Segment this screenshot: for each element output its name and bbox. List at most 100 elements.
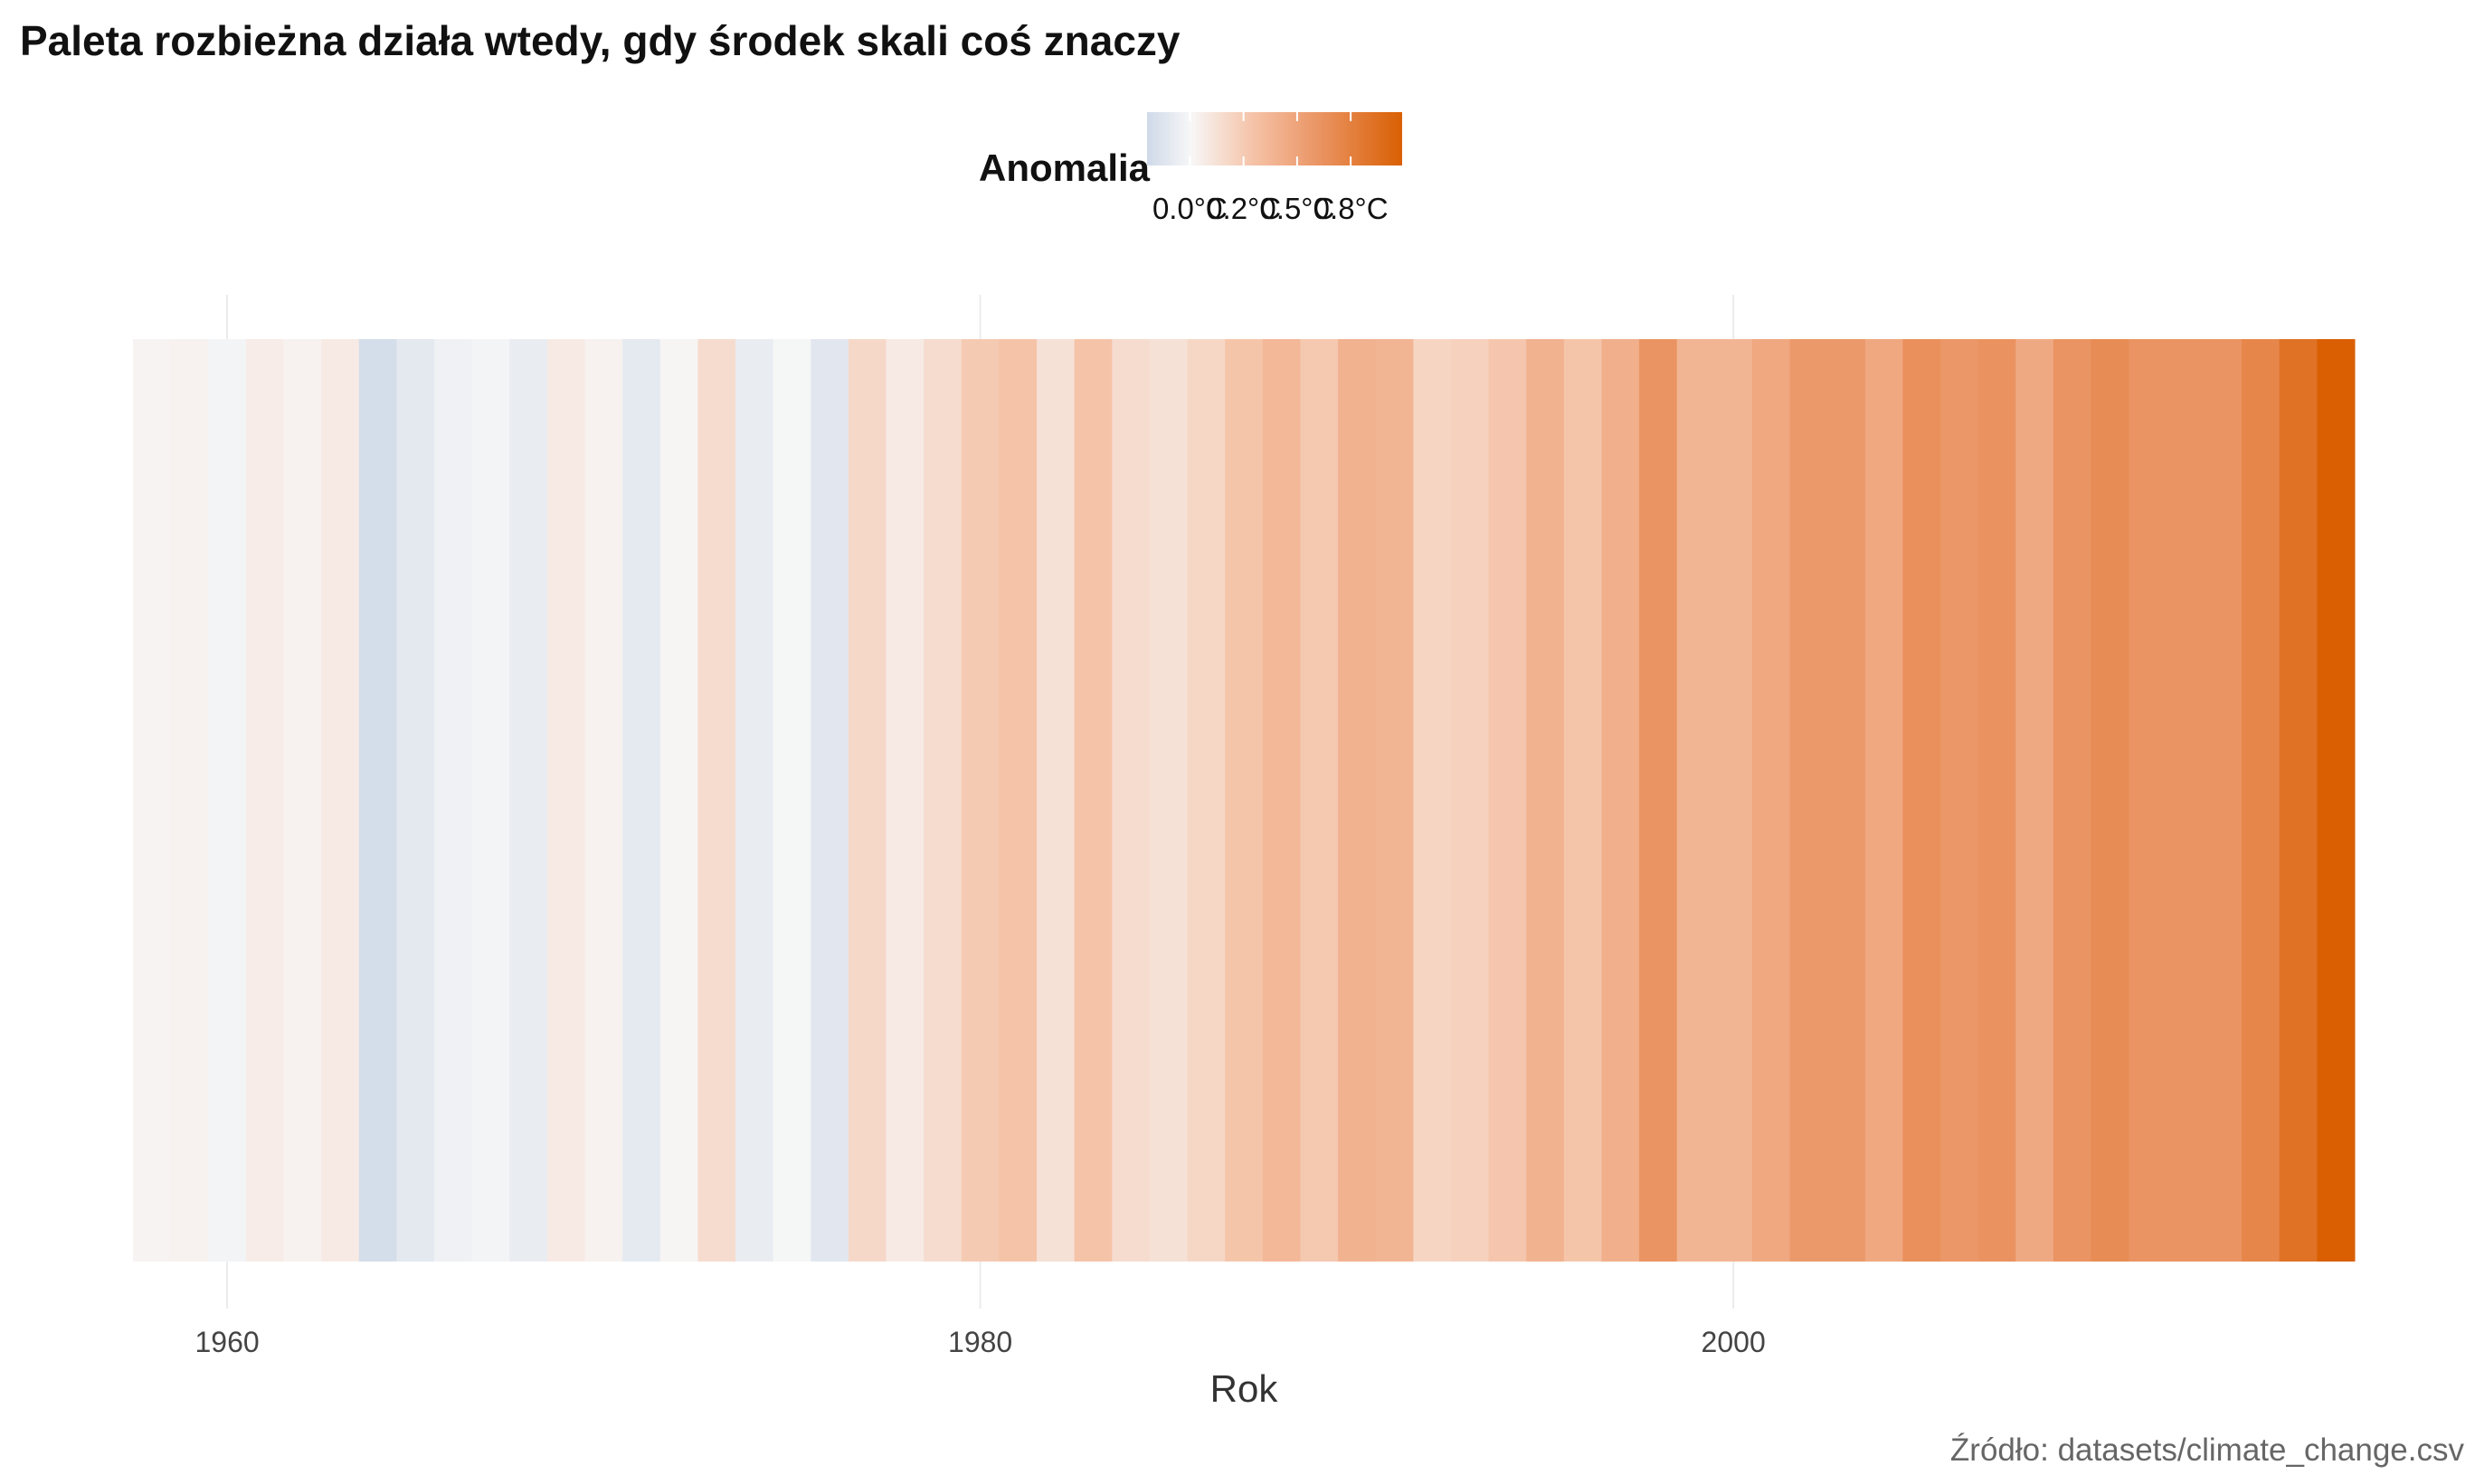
stripe-1971 — [622, 339, 661, 1262]
legend-gradient-slice — [1228, 112, 1231, 165]
x-tick-label: 2000 — [1701, 1326, 1766, 1358]
stripe-2007 — [1977, 339, 2016, 1262]
legend-gradient-slice — [1196, 112, 1199, 165]
legend-gradient-slice — [1337, 112, 1340, 165]
legend-gradient-slice — [1205, 112, 1208, 165]
legend-gradient-slice — [1379, 112, 1381, 165]
legend-gradient-slice — [1397, 112, 1399, 165]
legend-tick-label: 0.8°C — [1313, 192, 1389, 225]
legend-gradient-slice — [1272, 112, 1275, 165]
stripe-1965 — [396, 339, 435, 1262]
legend-gradient-slice — [1315, 112, 1318, 165]
legend-gradient-slice — [1263, 112, 1266, 165]
legend-gradient-slice — [1236, 112, 1238, 165]
stripe-2010 — [2091, 339, 2129, 1262]
legend-gradient-slice — [1339, 112, 1342, 165]
legend-gradient-slice — [1294, 112, 1296, 165]
legend-gradient-slice — [1395, 112, 1398, 165]
legend-gradient-slice — [1388, 112, 1390, 165]
stripe-1970 — [584, 339, 623, 1262]
legend-gradient-slice — [1216, 112, 1219, 165]
legend-gradient-slice — [1384, 112, 1387, 165]
legend-gradient-slice — [1393, 112, 1396, 165]
stripe-1990 — [1338, 339, 1377, 1262]
stripe-2006 — [1940, 339, 1979, 1262]
stripe-2001 — [1751, 339, 1791, 1262]
stripe-2016 — [2317, 339, 2356, 1262]
legend-gradient-slice — [1348, 112, 1351, 165]
legend-gradient-slice — [1147, 112, 1150, 165]
chart-title: Paleta rozbieżna działa wtedy, gdy środe… — [20, 17, 1181, 64]
stripe-1993 — [1450, 339, 1490, 1262]
legend-gradient-slice — [1285, 112, 1287, 165]
legend-gradient-slice — [1154, 112, 1157, 165]
stripe-2011 — [2129, 339, 2167, 1262]
legend-gradient-slice — [1227, 112, 1229, 165]
legend-gradient-slice — [1277, 112, 1280, 165]
source-caption: Źródło: datasets/climate_change.csv — [1949, 1432, 2464, 1468]
legend-gradient-slice — [1181, 112, 1184, 165]
stripe-2013 — [2204, 339, 2243, 1262]
legend-gradient-slice — [1243, 112, 1246, 165]
legend-gradient-slice — [1232, 112, 1235, 165]
stripe-1983 — [1074, 339, 1113, 1262]
legend-gradient-slice — [1183, 112, 1186, 165]
stripe-1982 — [1037, 339, 1076, 1262]
legend-gradient-slice — [1250, 112, 1253, 165]
legend-tick-label: 0.0°C — [1152, 192, 1228, 225]
stripe-1959 — [170, 339, 209, 1262]
legend-gradient-slice — [1248, 112, 1251, 165]
legend-gradient-slice — [1301, 112, 1304, 165]
legend-gradient-slice — [1234, 112, 1237, 165]
stripe-1963 — [321, 339, 360, 1262]
legend-gradient-slice — [1163, 112, 1166, 165]
legend-gradient-slice — [1198, 112, 1200, 165]
x-tick-label: 1960 — [194, 1326, 260, 1358]
legend-gradient-slice — [1308, 112, 1311, 165]
legend-gradient-slice — [1149, 112, 1152, 165]
legend-gradient-slice — [1292, 112, 1294, 165]
legend-gradient-slice — [1207, 112, 1209, 165]
legend-gradient-slice — [1185, 112, 1188, 165]
legend-gradient-slice — [1212, 112, 1215, 165]
legend-gradient-slice — [1380, 112, 1383, 165]
legend-gradient-slice — [1364, 112, 1367, 165]
legend-gradient-slice — [1223, 112, 1226, 165]
legend-gradient-slice — [1171, 112, 1173, 165]
stripe-2004 — [1864, 339, 1903, 1262]
stripe-1962 — [283, 339, 322, 1262]
legend-gradient-slice — [1288, 112, 1291, 165]
stripe-2009 — [2053, 339, 2092, 1262]
stripe-1988 — [1262, 339, 1301, 1262]
legend-gradient-slice — [1201, 112, 1204, 165]
legend-gradient-slice — [1261, 112, 1264, 165]
legend-gradient-slice — [1375, 112, 1378, 165]
legend-gradient-slice — [1346, 112, 1349, 165]
legend-gradient-slice — [1350, 112, 1352, 165]
stripe-1997 — [1601, 339, 1640, 1262]
legend-gradient-slice — [1160, 112, 1162, 165]
legend-gradient-slice — [1190, 112, 1193, 165]
legend-gradient-slice — [1310, 112, 1313, 165]
stripe-1958 — [133, 339, 172, 1262]
legend-gradient-slice — [1323, 112, 1325, 165]
stripe-2000 — [1714, 339, 1753, 1262]
legend-gradient-slice — [1370, 112, 1372, 165]
legend-gradient-slice — [1400, 112, 1402, 165]
stripe-1987 — [1225, 339, 1264, 1262]
legend-gradient-slice — [1200, 112, 1202, 165]
legend-gradient-slice — [1283, 112, 1285, 165]
stripe-1999 — [1676, 339, 1715, 1262]
legend-gradient-slice — [1321, 112, 1323, 165]
legend-tick-label: 0.5°C — [1259, 192, 1335, 225]
legend-gradient-slice — [1303, 112, 1305, 165]
legend-gradient-slice — [1266, 112, 1269, 165]
legend-gradient-slice — [1239, 112, 1242, 165]
stripe-1994 — [1488, 339, 1527, 1262]
stripe-2014 — [2242, 339, 2281, 1262]
legend-gradient-slice — [1342, 112, 1345, 165]
legend-gradient-slice — [1275, 112, 1278, 165]
legend-gradient-slice — [1180, 112, 1182, 165]
legend-gradient-slice — [1366, 112, 1369, 165]
